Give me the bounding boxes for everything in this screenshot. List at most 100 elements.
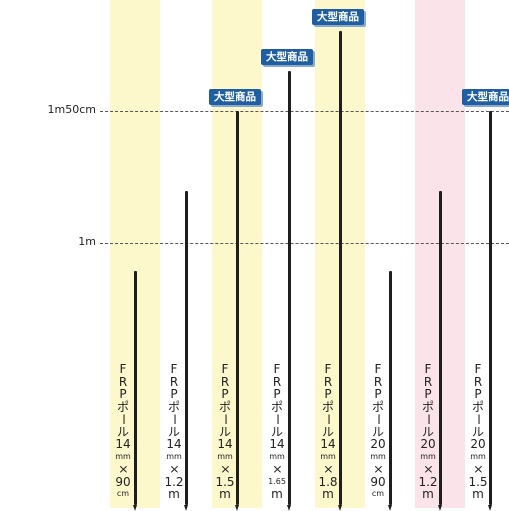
pole-label-char: 90 xyxy=(115,474,131,489)
guide-label-150cm: 1m50cm xyxy=(47,103,96,116)
pole-label-char: F xyxy=(170,362,178,376)
pole-label-char: ポ xyxy=(471,399,484,414)
pole-label-char: × xyxy=(218,464,233,475)
pole-label-char: ル xyxy=(421,424,434,439)
pole-label-char: R xyxy=(220,374,230,389)
pole-label-char: × xyxy=(321,464,336,475)
pole-label-char: R xyxy=(272,374,282,389)
pole-label-char: mm xyxy=(166,451,182,461)
pole-label-char: 14 xyxy=(115,437,131,451)
pole-label-char: ー xyxy=(321,413,336,426)
pole-label: F R P ポール 14 mm × 1.65 m xyxy=(268,362,286,501)
pole-label-char: ー xyxy=(270,413,285,426)
pole xyxy=(387,271,392,511)
pole-label-char: P xyxy=(119,387,127,401)
pole-label-char: mm xyxy=(470,451,486,461)
pole-label: F R P ポール 14 mm × 90 cm xyxy=(115,363,131,501)
pole-label-char: ー xyxy=(218,413,233,426)
pole xyxy=(234,111,239,511)
pole-label-char: 14 xyxy=(269,437,285,451)
pole-label-char: × xyxy=(116,464,131,475)
pole-label-char: ル xyxy=(321,424,334,439)
pole-label-char: m xyxy=(322,487,334,501)
large-item-badge: 大型商品 xyxy=(312,9,364,25)
pole-label-char: ポ xyxy=(421,399,434,414)
pole-label-char: F xyxy=(273,362,281,376)
pole-label-char: 14 xyxy=(166,437,182,451)
pole-label-char: mm xyxy=(320,451,336,461)
pole-label-char: cm xyxy=(371,489,385,498)
pole-label-char: ポ xyxy=(371,399,384,414)
pole xyxy=(132,271,137,511)
pole-label-char: F xyxy=(324,362,332,376)
pole-label-char: ル xyxy=(116,424,129,439)
pole-label-char: m xyxy=(168,487,180,501)
pole-label-char: ル xyxy=(167,424,180,439)
pole-label-char: ー xyxy=(371,413,386,426)
pole-label: F R P ポール 14 mm × 1.8 m xyxy=(318,362,338,501)
pole-label-char: 1.2 xyxy=(164,474,184,489)
pole-label-char: P xyxy=(273,387,281,401)
pole-label-char: ー xyxy=(167,413,182,426)
pole-label-char: ポ xyxy=(116,399,129,414)
pole-label-char: 14 xyxy=(320,437,336,451)
pole-label-char: mm xyxy=(420,451,436,461)
large-item-badge: 大型商品 xyxy=(261,49,313,65)
pole-label-char: P xyxy=(374,387,382,401)
pole-label-char: R xyxy=(423,374,433,389)
pole-label-char: F xyxy=(119,362,127,376)
pole-label-char: 20 xyxy=(470,437,486,451)
pole-label-char: R xyxy=(373,374,383,389)
guide-label-100cm: 1m xyxy=(78,235,96,248)
pole-label-char: 1.8 xyxy=(318,474,338,489)
pole-label-char: m xyxy=(472,487,484,501)
pole-label-char: mm xyxy=(115,451,131,461)
pole-label-char: ル xyxy=(270,424,283,439)
pole-label: F R P ポール 14 mm × 1.5 m xyxy=(215,362,235,501)
pole-label-char: ポ xyxy=(270,399,283,414)
pole-label-char: R xyxy=(473,374,483,389)
pole-label-char: × xyxy=(471,464,486,475)
large-item-badge: 大型商品 xyxy=(209,89,261,105)
pole-label-char: 90 xyxy=(370,474,386,489)
pole-label-char: ー xyxy=(116,413,131,426)
large-item-badge: 大型商品 xyxy=(462,89,509,105)
pole-label-char: R xyxy=(323,374,333,389)
pole-label-char: × xyxy=(421,464,436,475)
pole-label-char: m xyxy=(219,487,231,501)
pole xyxy=(337,31,342,511)
guide-line-150cm xyxy=(100,111,509,112)
pole-label: F R P ポール 20 mm × 1.5 m xyxy=(468,362,487,501)
pole-label-char: 20 xyxy=(370,437,386,451)
pole xyxy=(487,111,492,511)
pole-label-char: P xyxy=(474,387,482,401)
pole-label-char: 1.2 xyxy=(418,474,438,489)
pole xyxy=(286,71,291,511)
pole-label-char: F xyxy=(424,362,432,376)
pole-label-char: m xyxy=(422,487,434,501)
pole-label-char: m xyxy=(271,487,283,501)
pole-label-char: mm xyxy=(269,451,285,461)
pole-label: F R P ポール 20 mm × 1.2 m xyxy=(418,362,438,501)
pole-label-char: ー xyxy=(471,413,486,426)
pole-label: F R P ポール 20 mm × 90 cm xyxy=(370,363,386,501)
guide-line-100cm xyxy=(100,243,509,244)
pole-label-char: ポ xyxy=(321,399,334,414)
pole-label-char: F xyxy=(474,362,482,376)
pole-label-char: R xyxy=(169,374,179,389)
pole-label-char: F xyxy=(221,362,229,376)
pole-label-char: ポ xyxy=(167,399,180,414)
pole-label-char: × xyxy=(270,464,285,475)
pole xyxy=(437,191,442,511)
pole-label-char: × xyxy=(371,464,386,475)
pole-label: F R P ポール 14 mm × 1.2 m xyxy=(164,362,184,501)
pole-label-char: R xyxy=(118,374,128,389)
pole-label-char: F xyxy=(374,362,382,376)
pole-label-char: ポ xyxy=(218,399,231,414)
pole-label-char: P xyxy=(170,387,178,401)
pole-label-char: ル xyxy=(371,424,384,439)
pole-label-char: 1.65 xyxy=(268,476,286,486)
pole-label-char: 1.5 xyxy=(215,474,235,489)
pole-label-char: 20 xyxy=(420,437,436,451)
pole-label-char: 14 xyxy=(217,437,233,451)
